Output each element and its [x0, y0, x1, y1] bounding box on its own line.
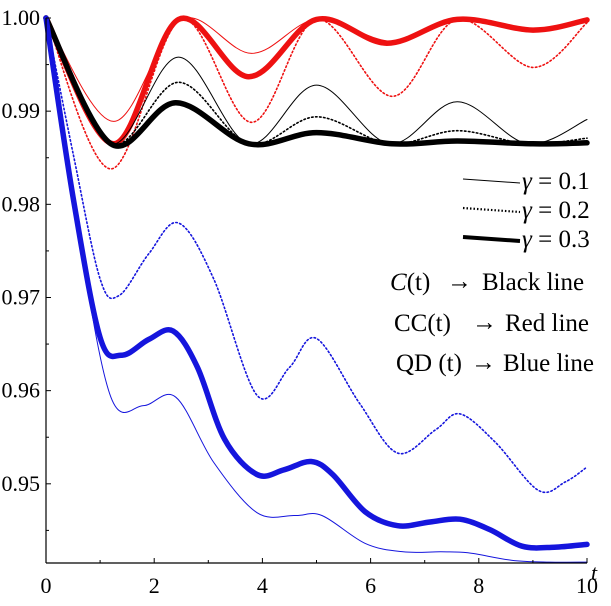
legend-swatch-thick	[462, 235, 521, 243]
legend-entry-gamma-3: γ = 0.3	[522, 226, 590, 253]
legend-entry-CC: CC(t)	[394, 310, 451, 337]
series-line-CC-thin	[45, 17, 588, 122]
legend-quantity-name: C	[390, 269, 407, 296]
y-tick-label: 0.98	[2, 191, 41, 216]
legend-desc-QD: Blue line	[503, 350, 594, 377]
x-tick-label: 0	[41, 573, 52, 598]
series-line-QD-thin	[45, 17, 588, 563]
legend-quantity-name: CC	[394, 310, 427, 337]
legend-quantity-arg: (t)	[427, 310, 451, 337]
series-line-CC-dotted	[45, 17, 588, 170]
legend-entry-C: C(t)	[390, 269, 430, 296]
legend-gamma-symbol: γ	[522, 226, 533, 253]
legend-desc-CC: Red line	[505, 310, 589, 337]
legend-entry-gamma-2: γ = 0.2	[522, 197, 590, 224]
legend-arrow-icon: →	[472, 309, 497, 336]
y-ticks: 0.95 0.96 0.97 0.98 0.99 1.00	[2, 5, 51, 531]
legend-arrow-icon: →	[447, 268, 472, 295]
x-ticks: 0 2 4 6 8 10	[41, 558, 598, 598]
gamma-legend: γ = 0.1 γ = 0.2 γ = 0.3	[462, 168, 590, 253]
series-line-QD-thick	[43, 15, 590, 551]
series-line-CC-thick	[43, 15, 590, 147]
series-line-C-thin	[45, 17, 588, 145]
y-tick-label: 0.96	[2, 378, 41, 403]
y-tick-label: 0.99	[2, 98, 41, 123]
plot-area	[43, 15, 590, 563]
y-tick-label: 0.97	[2, 284, 41, 309]
y-tick-label: 0.95	[2, 471, 41, 496]
legend-desc-C: Black line	[482, 269, 584, 296]
x-tick-label: 4	[257, 573, 268, 598]
legend-quantity-name: QD	[396, 350, 432, 377]
x-tick-label: 8	[473, 573, 484, 598]
y-tick-label: 1.00	[2, 5, 41, 30]
series-line-C-thick	[43, 15, 590, 149]
quantity-legend: C(t) → Black line CC(t) → Red line QD (t…	[390, 268, 594, 377]
series-line-QD-dotted	[45, 17, 588, 494]
legend-arrow-icon: →	[471, 349, 496, 376]
legend-entry-gamma-1: γ = 0.1	[522, 168, 590, 195]
legend-gamma-value: = 0.2	[532, 197, 590, 224]
legend-swatch-dotted	[462, 206, 521, 214]
legend-gamma-symbol: γ	[522, 197, 533, 224]
legend-swatch-thin	[462, 178, 521, 184]
x-tick-label: 6	[365, 573, 376, 598]
legend-quantity-arg: (t)	[432, 350, 462, 377]
legend-entry-QD: QD (t)	[396, 350, 462, 377]
legend: γ = 0.1 γ = 0.2 γ = 0.3 C(t) → Black lin…	[390, 168, 594, 377]
x-tick-label: 2	[149, 573, 160, 598]
legend-gamma-symbol: γ	[522, 168, 533, 195]
x-axis-title: t	[591, 560, 598, 585]
legend-gamma-value: = 0.1	[532, 168, 590, 195]
x-tick-label: 10	[576, 573, 598, 598]
legend-quantity-arg: (t)	[407, 269, 431, 296]
legend-gamma-value: = 0.3	[532, 226, 590, 253]
